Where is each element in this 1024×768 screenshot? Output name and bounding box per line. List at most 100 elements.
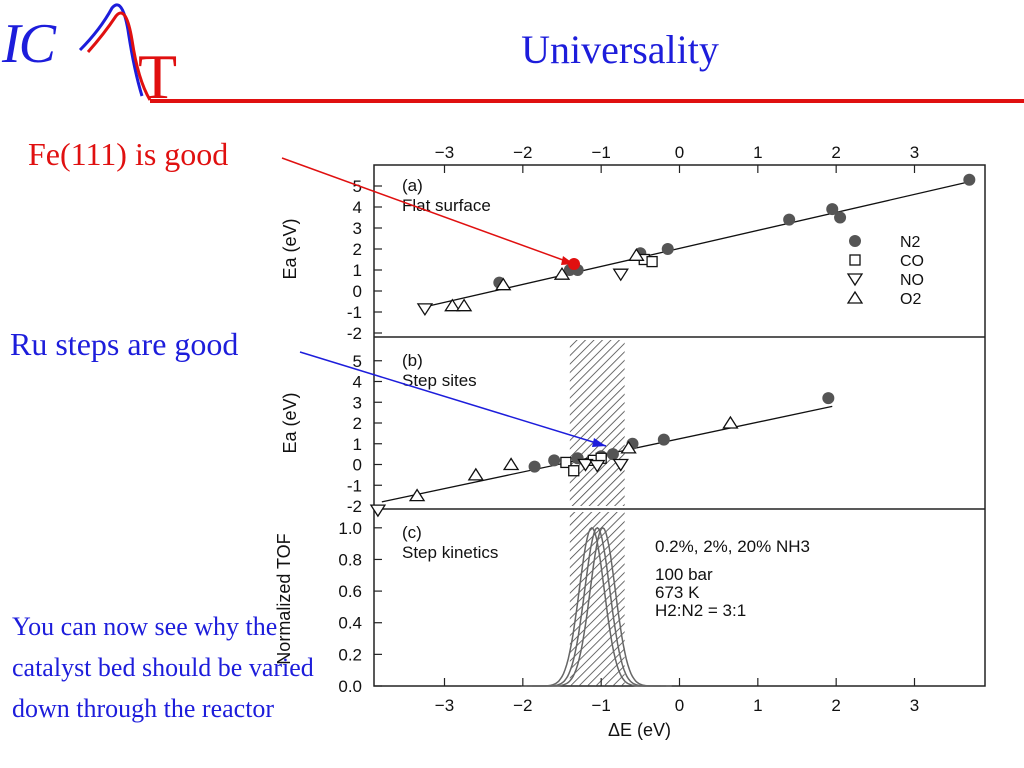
x-axis-label: ΔE (eV) bbox=[608, 720, 671, 740]
data-point-O2 bbox=[444, 298, 461, 312]
x-tick-label: 3 bbox=[910, 696, 919, 715]
panel-title: Flat surface bbox=[402, 196, 491, 215]
data-point-N2 bbox=[834, 211, 847, 224]
logo-ic: IC bbox=[2, 13, 56, 75]
data-point-CO bbox=[646, 255, 658, 268]
fe-arrow-line bbox=[281, 157, 575, 265]
y-axis-label: Ea (eV) bbox=[280, 392, 300, 453]
data-point-O2 bbox=[553, 266, 571, 280]
panel-title: Step sites bbox=[402, 371, 477, 390]
x-tick-label: −1 bbox=[591, 696, 610, 715]
y-tick-label: -2 bbox=[347, 497, 362, 516]
x-tick-label: −3 bbox=[435, 696, 454, 715]
panel-label: (c) bbox=[402, 523, 422, 542]
data-point-N2 bbox=[548, 454, 561, 467]
y-axis-label: Ea (eV) bbox=[280, 218, 300, 279]
data-point-N2 bbox=[661, 243, 674, 255]
fe111-annotation: Fe(111) is good bbox=[28, 136, 229, 172]
data-point-CO bbox=[568, 465, 580, 477]
data-point-NO bbox=[612, 268, 629, 282]
catalyst-bed-note: You can now see why the catalyst bed sho… bbox=[12, 612, 314, 723]
y-tick-label: 2 bbox=[353, 240, 362, 259]
data-point-NO bbox=[416, 303, 434, 317]
y-tick-label: 2 bbox=[353, 414, 362, 433]
x-tick-label: 1 bbox=[753, 143, 762, 162]
legend-label: N2 bbox=[900, 234, 921, 251]
data-point-O2 bbox=[628, 248, 645, 261]
y-tick-label: 0.0 bbox=[338, 677, 362, 696]
x-tick-label: 0 bbox=[675, 696, 684, 715]
y-tick-label: -1 bbox=[347, 476, 362, 495]
x-tick-label: −2 bbox=[513, 143, 532, 162]
data-point-O2 bbox=[467, 467, 485, 481]
data-point-NO bbox=[612, 458, 629, 472]
y-tick-label: 1 bbox=[353, 435, 362, 454]
logo-t: T bbox=[138, 41, 178, 112]
panel-2: 0.0 0.2 0.4 0.6 0.8 1.0 Normalized TOF (c)Step … bbox=[274, 512, 919, 740]
condition-text: 0.2%, 2%, 20% NH3 bbox=[655, 537, 810, 556]
panel-1: -2 -10 1 2 34 5 Ea (eV) (b)Step sites bbox=[280, 340, 835, 518]
x-tick-label: 1 bbox=[753, 696, 762, 715]
x-tick-label: −2 bbox=[513, 696, 532, 715]
legend-label: NO bbox=[900, 272, 924, 289]
y-tick-label: -1 bbox=[347, 303, 362, 322]
page-title: Universality bbox=[521, 27, 719, 72]
y-tick-label: 5 bbox=[353, 177, 362, 196]
condition-text: 673 K bbox=[655, 583, 700, 602]
y-tick-label: 4 bbox=[353, 373, 362, 392]
x-tick-label: −3 bbox=[435, 143, 454, 162]
data-point-NO bbox=[589, 459, 606, 473]
legend-marker bbox=[849, 254, 861, 266]
y-tick-label: 3 bbox=[353, 219, 362, 238]
condition-text: H2:N2 = 3:1 bbox=[655, 601, 746, 620]
x-tick-label: 2 bbox=[831, 696, 840, 715]
legend-marker bbox=[846, 290, 864, 304]
data-point-O2 bbox=[408, 488, 426, 502]
panel-0: -2 -1 0 1 2 3 4 5 Ea (eV) (a)Flat surface N2 CO NO O2… bbox=[280, 143, 976, 343]
data-point-N2 bbox=[963, 173, 976, 186]
panel-label: (b) bbox=[402, 351, 423, 370]
legend-marker bbox=[849, 235, 861, 247]
y-tick-label: 1 bbox=[353, 261, 362, 280]
y-tick-label: 0.2 bbox=[338, 645, 362, 664]
data-point-O2 bbox=[495, 277, 512, 291]
x-tick-label: 2 bbox=[831, 143, 840, 162]
legend-marker bbox=[846, 273, 864, 287]
panel-title: Step kinetics bbox=[402, 543, 498, 562]
y-tick-label: 4 bbox=[353, 198, 362, 217]
hatched-band bbox=[569, 340, 625, 506]
fit-line bbox=[420, 181, 970, 309]
y-tick-label: 3 bbox=[353, 393, 362, 412]
data-point-N2 bbox=[528, 460, 541, 473]
data-point-NO bbox=[369, 504, 387, 518]
y-tick-label: 0.8 bbox=[338, 550, 362, 569]
fe-highlight-point bbox=[568, 258, 580, 270]
legend-label: CO bbox=[900, 253, 924, 270]
data-point-O2 bbox=[502, 457, 520, 471]
data-point-O2 bbox=[620, 440, 637, 454]
data-point-N2 bbox=[826, 203, 839, 216]
data-point-O2 bbox=[455, 298, 473, 312]
x-tick-label: −1 bbox=[591, 143, 610, 162]
data-point-NO bbox=[577, 458, 594, 472]
legend-label: O2 bbox=[900, 291, 921, 308]
logo-peak-graphic bbox=[78, 3, 1024, 103]
panel-label: (a) bbox=[402, 176, 423, 195]
data-point-CO bbox=[560, 456, 572, 469]
tof-curve bbox=[532, 526, 672, 687]
condition-text: 100 bar bbox=[655, 565, 713, 584]
y-tick-label: 0.6 bbox=[338, 582, 362, 601]
data-point-N2 bbox=[783, 213, 796, 226]
data-point-N2 bbox=[606, 448, 619, 461]
data-point-N2 bbox=[657, 433, 670, 446]
y-tick-label: 1.0 bbox=[338, 519, 362, 538]
y-tick-label: 0.4 bbox=[338, 614, 362, 633]
ru-arrow-head bbox=[592, 438, 606, 447]
y-tick-label: 5 bbox=[353, 352, 362, 371]
x-tick-label: 3 bbox=[910, 143, 919, 162]
y-tick-label: 0 bbox=[353, 456, 362, 475]
x-tick-label: 0 bbox=[675, 143, 684, 162]
y-tick-label: 0 bbox=[353, 282, 362, 301]
data-point-O2 bbox=[722, 415, 739, 429]
